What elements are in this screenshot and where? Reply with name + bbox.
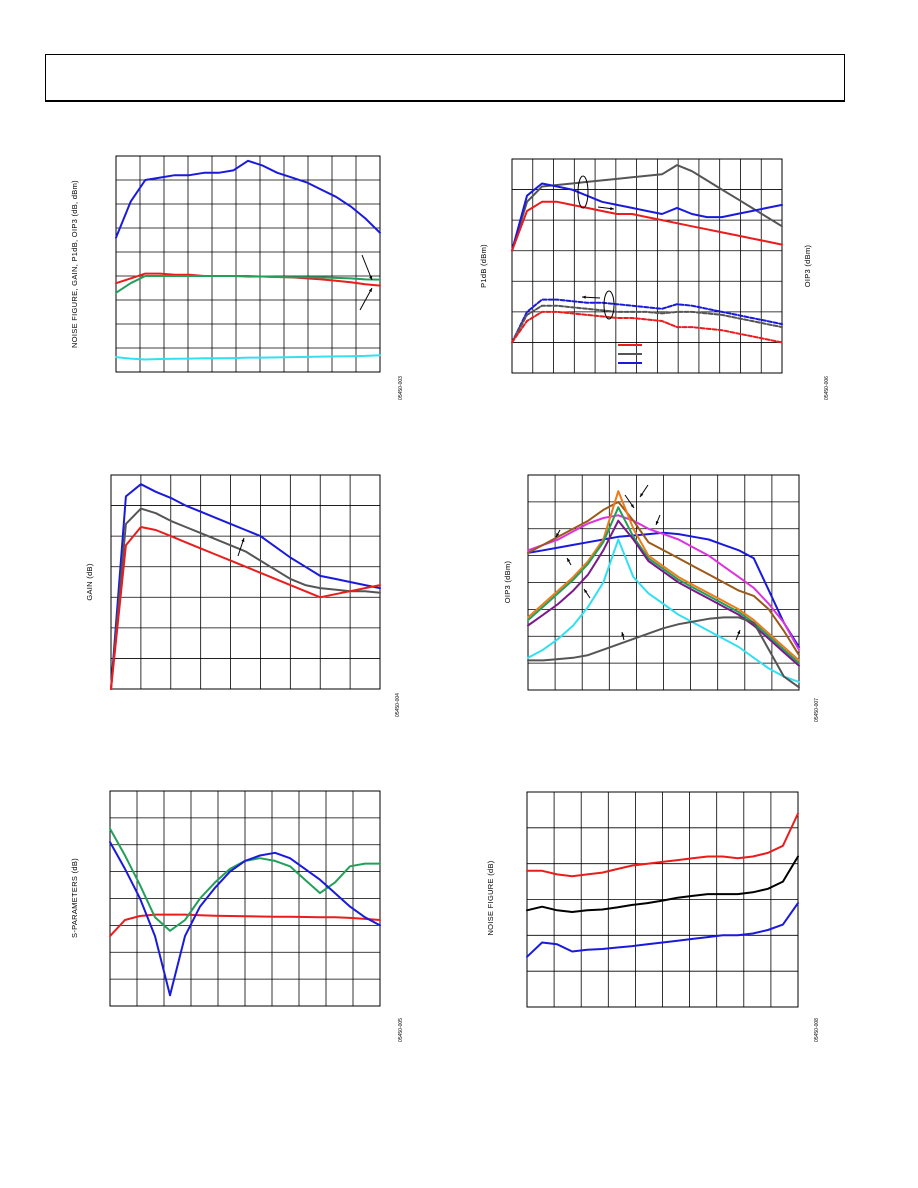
annotation-arrowhead xyxy=(610,206,614,211)
annotation-arrowhead xyxy=(584,589,588,593)
series-line-blue xyxy=(527,531,800,648)
series-line-red xyxy=(526,812,799,878)
annotations xyxy=(237,175,741,641)
annotation-arrowhead xyxy=(582,295,586,299)
series-line-cyan xyxy=(527,538,800,683)
series-line-red xyxy=(511,200,783,252)
chart-6: NOISE FIGURE (dB) 05450-008 xyxy=(486,791,820,1042)
series-line-blue xyxy=(115,159,381,239)
series-line-orange xyxy=(527,490,800,662)
chart-4: OIP3 (dBm) 05450-007 xyxy=(503,474,820,722)
group-ellipse xyxy=(577,175,589,209)
series-line-red xyxy=(110,526,381,690)
series-line-red xyxy=(109,913,381,938)
y-axis-label: S-PARAMETERS (dB) xyxy=(70,858,79,938)
series-line-gray xyxy=(527,616,800,689)
series-line-blue xyxy=(110,483,381,690)
plot-frame xyxy=(115,155,381,373)
series-line-gray xyxy=(511,164,783,252)
page-header-box xyxy=(45,54,845,102)
annotation-arrowhead xyxy=(369,276,373,280)
series-line-purple xyxy=(527,519,800,667)
grid xyxy=(512,159,782,373)
annotation-arrowhead xyxy=(630,504,634,508)
legend xyxy=(618,344,642,364)
y-axis-label: NOISE FIGURE (dB) xyxy=(486,860,495,935)
series-line-magenta xyxy=(527,514,800,651)
grid xyxy=(111,475,380,689)
y-axis-label: OIP3 (dBm) xyxy=(503,561,512,604)
series-line-red xyxy=(511,310,783,344)
chart-3: GAIN (dB) 05450-004 xyxy=(85,474,401,717)
y-axis-label: NOISE FIGURE, GAIN, P1dB, OIP3 (dB, dBm) xyxy=(70,180,79,348)
grid xyxy=(527,792,798,1007)
annotation-arrowhead xyxy=(567,558,571,562)
annotation-arrow xyxy=(359,287,373,311)
figure-id: 05450-003 xyxy=(398,376,404,400)
series-line-brown xyxy=(527,500,800,657)
y2-axis-label: OIP3 (dBm) xyxy=(803,245,812,288)
series-line-blue xyxy=(109,841,381,997)
plot-frame xyxy=(110,474,381,690)
annotation-arrowhead xyxy=(368,288,372,292)
series-line-gray xyxy=(511,304,783,344)
series-line-cyan xyxy=(115,354,381,361)
y-axis-label: GAIN (dB) xyxy=(85,563,94,600)
annotation-arrowhead xyxy=(640,493,644,497)
chart-1: NOISE FIGURE, GAIN, P1dB, OIP3 (dB, dBm)… xyxy=(70,155,404,400)
series-line-blue xyxy=(511,182,783,252)
figure-id: 05450-005 xyxy=(398,1018,404,1042)
grid xyxy=(110,791,380,1006)
series-line-blue xyxy=(526,902,799,958)
annotation-arrow xyxy=(361,254,373,281)
annotation-arrowhead xyxy=(241,538,245,542)
annotation-arrowhead xyxy=(655,521,659,525)
series-line-gray xyxy=(110,507,381,690)
annotation-arrowhead xyxy=(737,630,741,634)
group-ellipse xyxy=(603,290,615,320)
series-line-blue xyxy=(511,298,783,344)
grid xyxy=(116,156,380,372)
figure-id: 05450-004 xyxy=(395,693,401,717)
annotation-arrowhead xyxy=(621,632,625,636)
figure-id: 05450-007 xyxy=(814,698,820,722)
chart-5: S-PARAMETERS (dB) 05450-005 xyxy=(70,790,404,1042)
series-line-green xyxy=(115,275,381,294)
chart-2: P1dB (dBm) OIP3 (dBm) 05450-006 xyxy=(479,158,830,400)
annotation-arrowhead xyxy=(556,533,560,537)
series-line-black xyxy=(526,855,799,913)
figure-id: 05450-006 xyxy=(824,376,830,400)
y-axis-label: P1dB (dBm) xyxy=(479,244,488,288)
figure-id: 05450-008 xyxy=(814,1018,820,1042)
plot-frame xyxy=(511,158,783,374)
